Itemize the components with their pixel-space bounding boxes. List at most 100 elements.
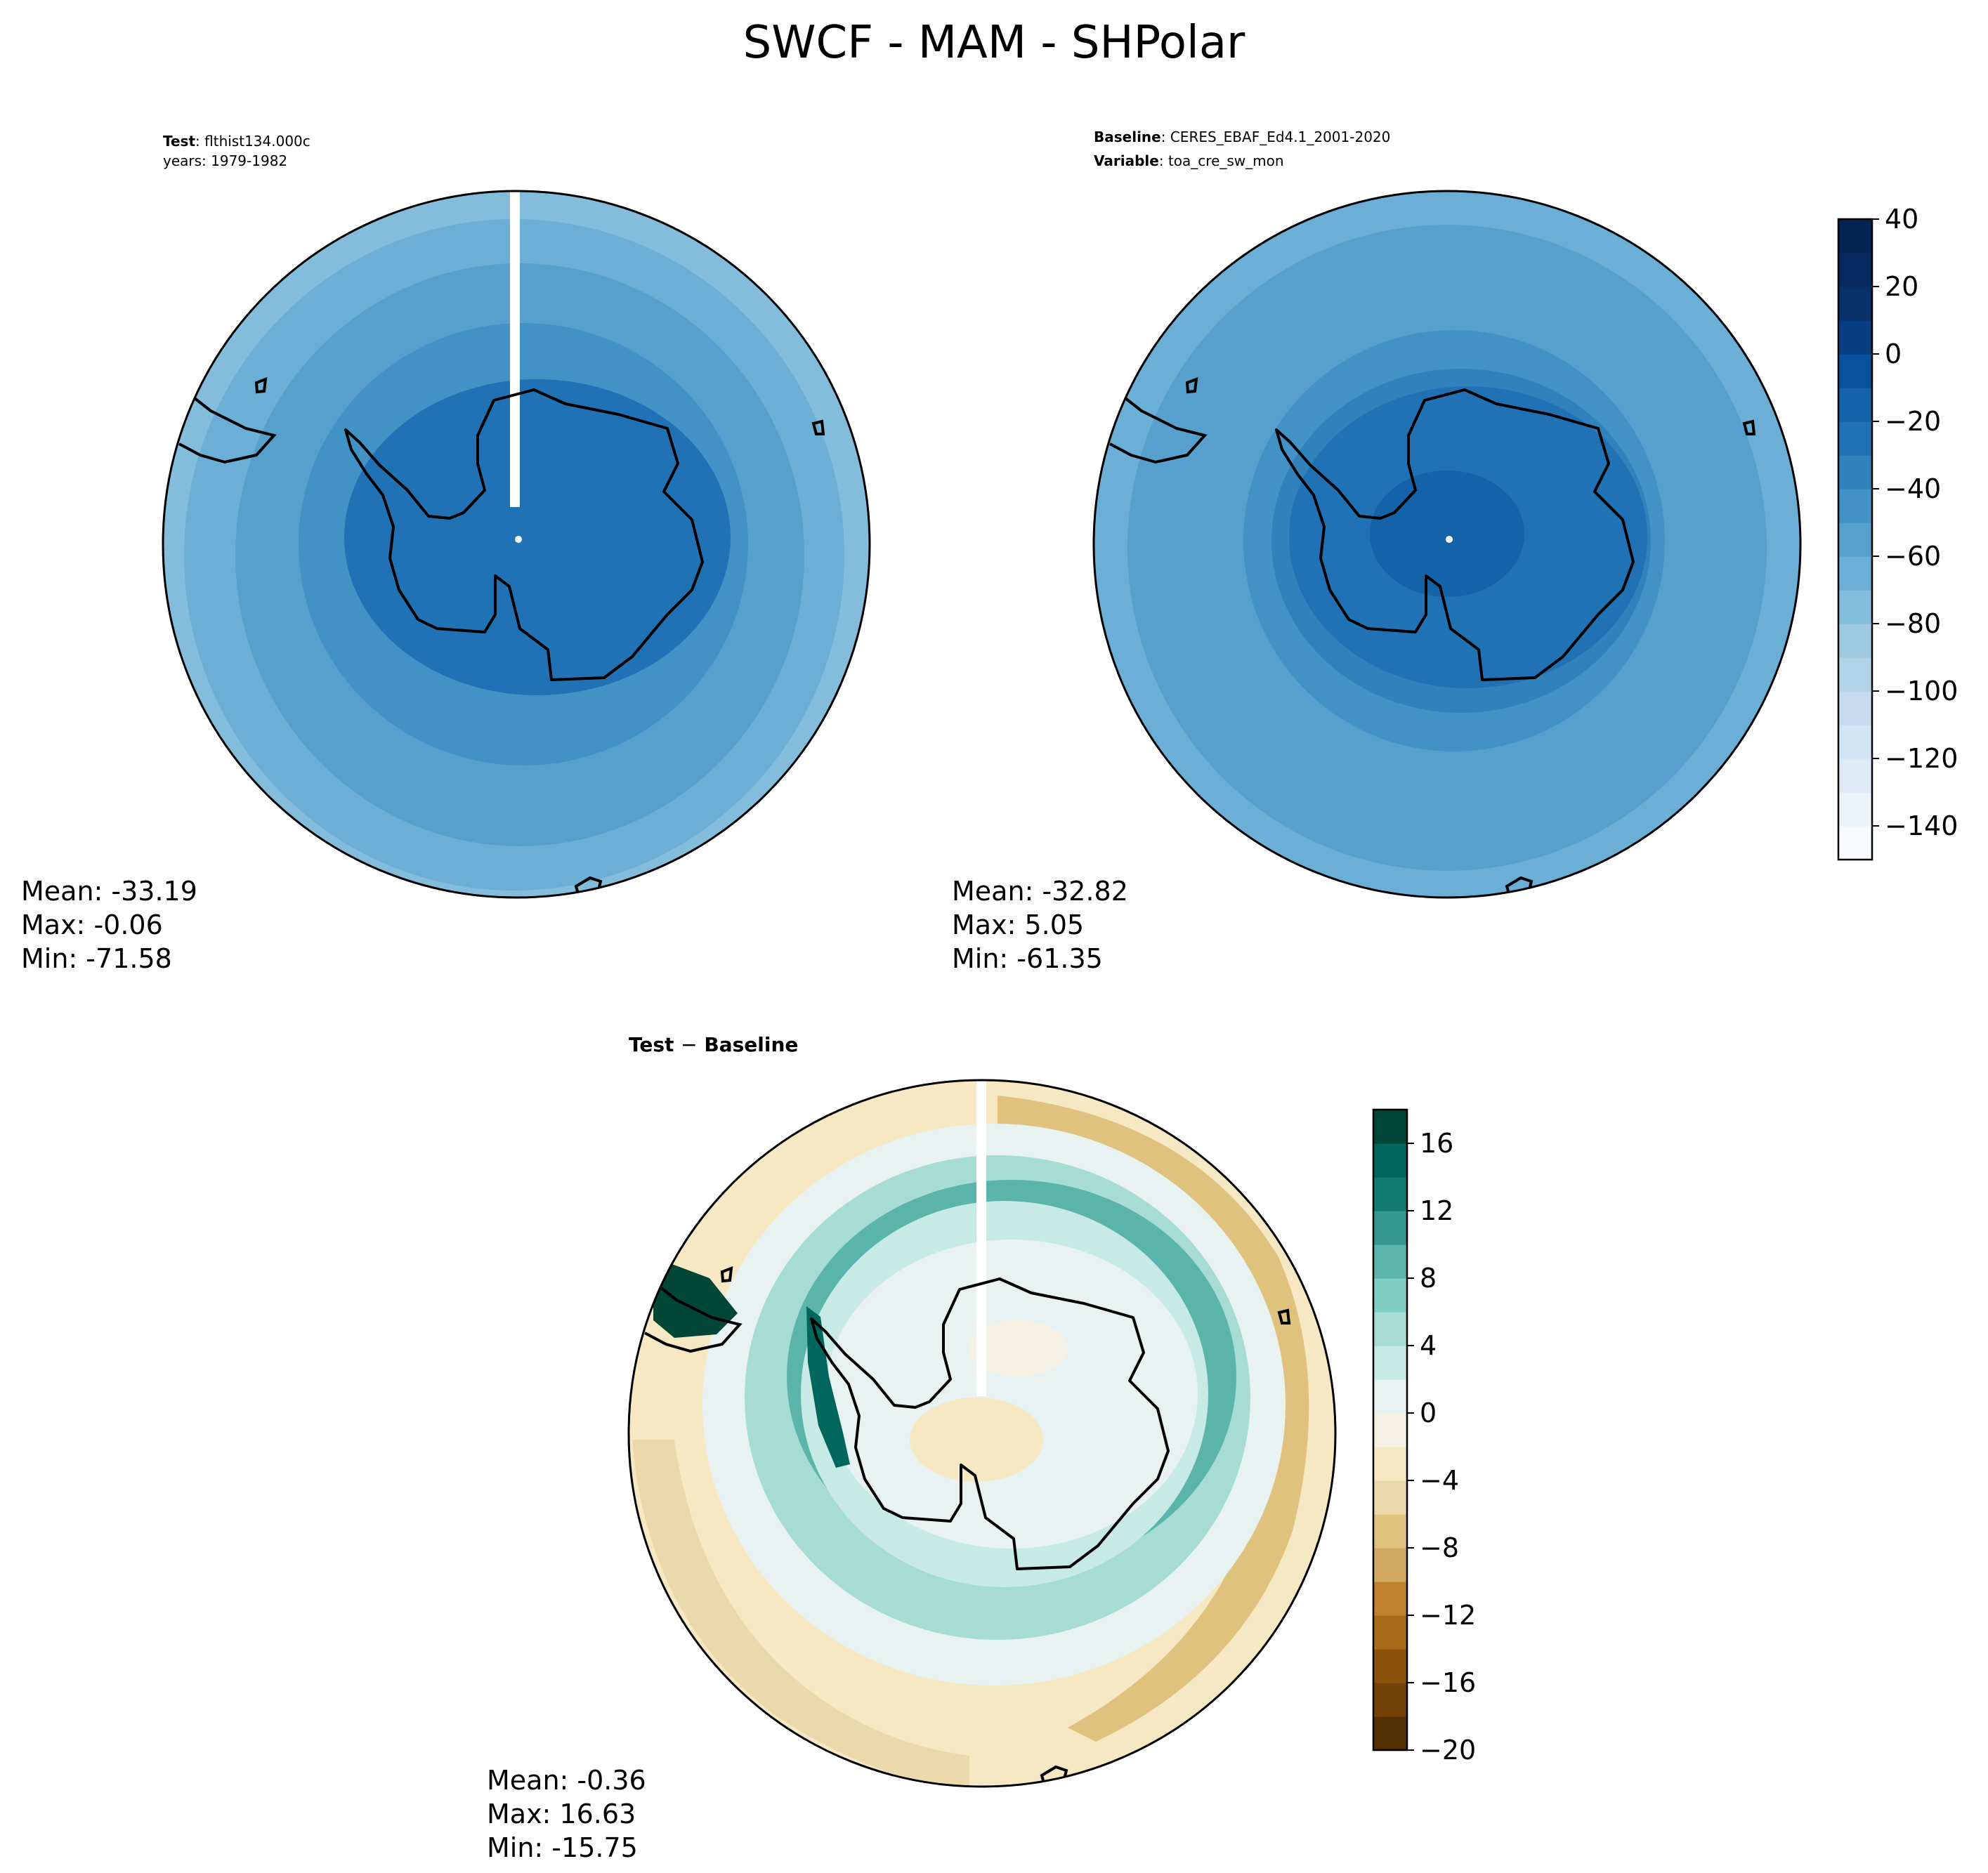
- difference-west-tan-band: [632, 1440, 969, 1787]
- baseline-colorbar-level: [1838, 792, 1872, 827]
- baseline-map-border: [1092, 190, 1802, 899]
- difference-colorbar-level: [1373, 1177, 1407, 1211]
- difference-colorbar-tick-label: −20: [1420, 1735, 1476, 1766]
- difference-colorbar-level: [1373, 1346, 1407, 1380]
- difference-colorbar-level: [1373, 1649, 1407, 1683]
- difference-colorbar-tick-label: 4: [1420, 1330, 1437, 1361]
- test-header-value: flthist134.000c: [204, 133, 310, 150]
- baseline-header-line-2: Variable: toa_cre_sw_mon: [1094, 152, 1284, 169]
- difference-colorbar-tick-label: −4: [1420, 1465, 1459, 1496]
- difference-peninsula-coast: [644, 1281, 743, 1353]
- difference-west-coast-anomaly: [806, 1306, 850, 1468]
- difference-colorbar-level: [1373, 1211, 1407, 1245]
- difference-colorbar-tick-label: 0: [1420, 1398, 1437, 1428]
- difference-island-2: [1277, 1308, 1291, 1325]
- baseline-coastline: [1275, 388, 1635, 681]
- difference-colorbar-tick-label: −8: [1420, 1532, 1459, 1563]
- difference-missing-data-strip: [976, 1080, 986, 1396]
- difference-colorbar-level: [1373, 1312, 1407, 1346]
- difference-interior-tan: [910, 1398, 1043, 1482]
- baseline-colorbar-level: [1838, 219, 1872, 254]
- baseline-colorbar-level: [1838, 826, 1872, 860]
- baseline-header-value: CERES_EBAF_Ed4.1_2001-2020: [1170, 129, 1391, 145]
- figure-title: SWCF - MAM - SHPolar: [743, 17, 1245, 69]
- difference-colorbar-level: [1373, 1582, 1407, 1616]
- baseline-colorbar-level: [1838, 287, 1872, 321]
- test-stat-mean: Mean: -33.19: [21, 876, 197, 907]
- test-island-2: [811, 419, 825, 435]
- test-header-line-1: Test: flthist134.000c: [163, 133, 310, 150]
- baseline-colorbar-level: [1838, 523, 1872, 557]
- test-pole-point: [515, 536, 522, 543]
- difference-ice-interior: [825, 1240, 1198, 1549]
- baseline-colorbar-tick-label: 20: [1885, 271, 1918, 302]
- difference-panel: Test − Baseline Mean: -0.36 Max: 16.6: [487, 1033, 1337, 1863]
- baseline-stat-mean: Mean: -32.82: [952, 876, 1128, 907]
- test-island-1: [254, 376, 268, 394]
- difference-colorbar-tick-label: 12: [1420, 1195, 1453, 1226]
- difference-colorbar-tick-label: −12: [1420, 1600, 1476, 1631]
- baseline-colorbar-level: [1838, 320, 1872, 355]
- difference-stat-mean: Mean: -0.36: [487, 1765, 646, 1796]
- test-peninsula-coast: [178, 392, 277, 464]
- baseline-colorbar-level: [1838, 657, 1872, 692]
- difference-header-operator: −: [681, 1033, 697, 1056]
- difference-colorbar-tick-label: 8: [1420, 1263, 1437, 1294]
- difference-header-right: Baseline: [704, 1033, 798, 1056]
- test-stat-max: Max: -0.06: [21, 909, 163, 940]
- baseline-stat-max: Max: 5.05: [952, 909, 1084, 940]
- baseline-variable-key: Variable: [1094, 152, 1159, 169]
- difference-colorbar-level: [1373, 1244, 1407, 1279]
- difference-colorbar-level: [1373, 1615, 1407, 1650]
- difference-coastline: [810, 1277, 1170, 1570]
- baseline-variable-value: toa_cre_sw_mon: [1168, 152, 1284, 169]
- baseline-colorbar-tick-label: 0: [1885, 339, 1902, 369]
- baseline-colorbar-tick-label: −40: [1885, 473, 1941, 504]
- baseline-stat-min: Min: -61.35: [952, 943, 1103, 974]
- baseline-colorbar-frame: [1837, 218, 1873, 861]
- baseline-colorbar-level: [1838, 556, 1872, 591]
- baseline-island-2: [1742, 419, 1756, 435]
- baseline-colorbar: 40 20 0 −20 −40 −60 −80 −100 −120 −140: [1837, 204, 1958, 861]
- difference-header: Test − Baseline: [629, 1033, 798, 1056]
- difference-colorbar-level: [1373, 1716, 1407, 1751]
- baseline-colorbar-level: [1838, 489, 1872, 523]
- baseline-colorbar-tick-label: 40: [1885, 204, 1918, 235]
- baseline-colorbar-level: [1838, 758, 1872, 793]
- difference-colorbar-level: [1373, 1413, 1407, 1447]
- difference-colorbar-level: [1373, 1447, 1407, 1481]
- test-header-key: Test: [163, 133, 195, 150]
- baseline-colorbar-tick-label: −60: [1885, 541, 1941, 572]
- baseline-colorbar-level: [1838, 253, 1872, 287]
- baseline-colorbar-level: [1838, 590, 1872, 624]
- baseline-header-key: Baseline: [1094, 129, 1161, 145]
- test-panel: Test: flthist134.000c years: 1979-1982 M…: [21, 133, 871, 974]
- difference-colorbar-level: [1373, 1143, 1407, 1178]
- test-map-border: [162, 190, 871, 899]
- baseline-colorbar-level: [1838, 354, 1872, 388]
- baseline-colorbar-level: [1838, 691, 1872, 725]
- baseline-colorbar-tick-label: −20: [1885, 406, 1941, 437]
- baseline-colorbar-tick-label: −140: [1885, 810, 1958, 841]
- difference-colorbar-level: [1373, 1379, 1407, 1414]
- difference-colorbar: 16 12 8 4 0 −4 −8 −12 −16 −20: [1372, 1108, 1476, 1766]
- difference-map-border: [627, 1079, 1337, 1788]
- difference-colorbar-tick-label: 16: [1420, 1128, 1453, 1159]
- difference-colorbar-level: [1373, 1278, 1407, 1313]
- baseline-colorbar-level: [1838, 624, 1872, 658]
- baseline-island-1: [1185, 376, 1198, 394]
- difference-colorbar-frame: [1372, 1108, 1408, 1752]
- baseline-colorbar-tick-label: −80: [1885, 608, 1941, 639]
- difference-interior-tan-2: [969, 1320, 1068, 1376]
- test-coastline: [344, 388, 704, 681]
- difference-header-left: Test: [629, 1033, 674, 1056]
- baseline-colorbar-level: [1838, 421, 1872, 456]
- baseline-panel: Baseline: CERES_EBAF_Ed4.1_2001-2020 Var…: [952, 129, 1802, 974]
- test-map: [163, 191, 870, 898]
- difference-map: [629, 1080, 1335, 1787]
- test-ice-shelf: [344, 379, 731, 695]
- baseline-map: [1094, 191, 1800, 898]
- baseline-colorbar-tick-label: −120: [1885, 743, 1958, 774]
- baseline-colorbar-level: [1838, 725, 1872, 759]
